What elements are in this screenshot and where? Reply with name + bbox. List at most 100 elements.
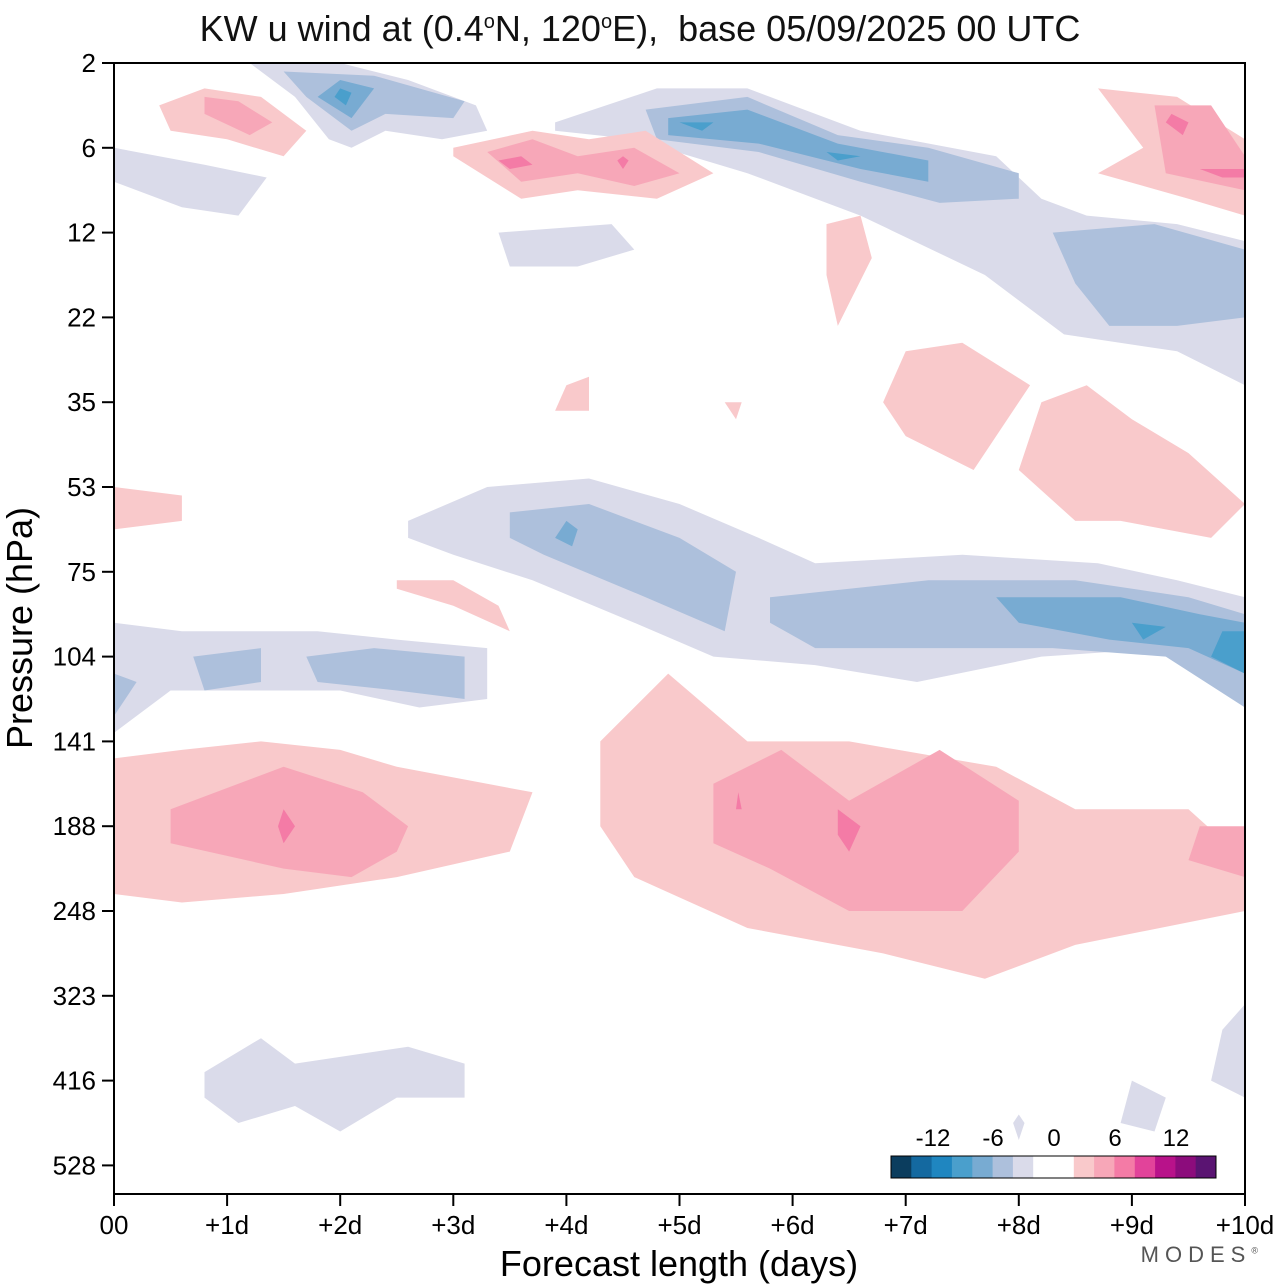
x-tick-label: +10d <box>1216 1210 1275 1240</box>
colorbar-label: 12 <box>1163 1125 1190 1152</box>
neg-mid-core-4 <box>1211 631 1245 674</box>
pos-35hpa-d <box>724 402 742 420</box>
x-tick-label: +7d <box>884 1210 928 1240</box>
pos-53hpa-left <box>114 487 182 530</box>
colorbar-swatch <box>1053 1156 1075 1178</box>
y-tick-label: 104 <box>53 642 96 672</box>
y-tick-label: 323 <box>53 981 96 1011</box>
y-tick-label: 528 <box>53 1150 96 1180</box>
title-base: base 05/09/2025 00 UTC <box>678 8 1081 49</box>
pos-12hpa <box>826 215 872 326</box>
y-tick-label: 6 <box>82 133 96 163</box>
neg-upper-band <box>555 88 1245 386</box>
x-tick-label: +2d <box>318 1210 362 1240</box>
pos-35hpa-c <box>555 376 589 411</box>
x-tick-label: +9d <box>1110 1210 1154 1240</box>
neg-416-right <box>1120 1080 1166 1132</box>
x-axis-label: Forecast length (days) <box>500 1243 858 1284</box>
colorbar-swatch <box>1114 1156 1136 1178</box>
y-tick-label: 141 <box>53 726 96 756</box>
neg-upper-right <box>1052 224 1245 326</box>
y-tick-label: 12 <box>67 218 96 248</box>
pos-188-right-2 <box>713 749 1019 911</box>
x-tick-label: +3d <box>431 1210 475 1240</box>
x-tick-label: +6d <box>771 1210 815 1240</box>
pos-35hpa-b <box>1018 385 1245 538</box>
y-tick-label: 416 <box>53 1066 96 1096</box>
colorbar-swatch <box>1012 1156 1034 1178</box>
pos-top-right-core-2 <box>1199 169 1245 178</box>
title-lat: 0.4 <box>433 8 484 49</box>
neg-mid-core-2 <box>996 597 1245 674</box>
neg-upper-mid-blob <box>498 224 635 267</box>
y-axis-label: Pressure (hPa) <box>0 507 40 749</box>
x-axis: 00 +1d +2d +3d +4d +5d +6d +7d +8d +9d +10d <box>100 1194 1275 1240</box>
colorbar-swatch <box>1094 1156 1115 1178</box>
colorbar-swatch <box>972 1156 994 1178</box>
y-tick-label: 2 <box>82 48 96 78</box>
y-axis: 2 6 12 22 35 53 75 104 141 188 248 323 416 528 <box>53 48 114 1180</box>
colorbar-swatch <box>951 1156 973 1178</box>
pos-35hpa-a <box>883 342 1031 470</box>
colorbar-swatch <box>1033 1156 1054 1178</box>
colorbar-label: -6 <box>982 1125 1003 1152</box>
pos-6hpa-core-1 <box>498 156 533 169</box>
pos-188-right-core-2 <box>736 792 742 810</box>
brand-text: MODES <box>1140 1242 1252 1267</box>
y-tick-label: 22 <box>67 302 96 332</box>
neg-528-sliver <box>1013 1114 1025 1140</box>
y-tick-label: 75 <box>67 557 96 587</box>
brand-logo: MODES® <box>1141 1242 1258 1268</box>
colorbar-label: -12 <box>916 1125 951 1152</box>
y-tick-label: 188 <box>53 811 96 841</box>
title-lon-hemi: E <box>612 8 637 49</box>
x-tick-label: +5d <box>657 1210 701 1240</box>
pos-188-right-core <box>837 809 861 852</box>
neg-416-band <box>204 1038 465 1132</box>
colorbar: -12 -6 0 6 12 <box>890 1125 1217 1179</box>
neg-104-left <box>114 673 137 716</box>
y-tick-label: 248 <box>53 896 96 926</box>
neg-upper-core-1 <box>679 122 714 131</box>
title-lat-hemi: N <box>494 8 521 49</box>
pos-188-right-edge <box>1188 826 1245 878</box>
colorbar-swatch <box>931 1156 953 1178</box>
colorbar-label: 6 <box>1108 1125 1121 1152</box>
colorbar-swatch <box>1195 1156 1217 1178</box>
contour-fills <box>114 63 1245 1140</box>
neg-104-blob-2 <box>306 648 465 699</box>
neg-upper-core-2 <box>826 152 861 161</box>
brand-mark: ® <box>1251 1245 1258 1256</box>
neg-top-left-core-2 <box>334 88 352 106</box>
colorbar-swatch <box>1073 1156 1095 1178</box>
neg-104-blob-1 <box>193 648 261 691</box>
pos-6hpa-2 <box>487 139 680 186</box>
neg-upper-band-3 <box>668 109 929 182</box>
y-tick-label: 35 <box>67 387 96 417</box>
pos-6hpa-core-2 <box>617 156 629 169</box>
colorbar-swatch <box>1175 1156 1197 1178</box>
colorbar-swatch <box>1155 1156 1176 1178</box>
title-lon: 120 <box>540 8 601 49</box>
y-tick-label: 53 <box>67 472 96 502</box>
x-tick-label: +4d <box>544 1210 588 1240</box>
chart-title: KW u wind at (0.4oN, 120oE), base 05/09/… <box>199 8 1081 49</box>
colorbar-swatch <box>992 1156 1014 1178</box>
pos-188-left-core <box>278 809 295 844</box>
x-tick-label: +1d <box>205 1210 249 1240</box>
neg-top-left-band-2 <box>283 71 465 131</box>
colorbar-frame <box>890 1155 1217 1179</box>
neg-mid-core <box>555 520 578 547</box>
pos-top-left-2 <box>204 96 273 136</box>
colorbar-label: 0 <box>1047 1125 1060 1152</box>
neg-left-top <box>114 147 267 216</box>
neg-416-edge <box>1211 1004 1245 1098</box>
colorbar-swatch <box>911 1156 933 1178</box>
pos-75hpa <box>396 580 510 632</box>
x-tick-label: 00 <box>100 1210 129 1240</box>
x-tick-label: +8d <box>997 1210 1041 1240</box>
colorbar-swatch <box>891 1156 912 1178</box>
pos-top-right-core <box>1165 113 1189 136</box>
colorbar-swatch <box>1134 1156 1156 1178</box>
